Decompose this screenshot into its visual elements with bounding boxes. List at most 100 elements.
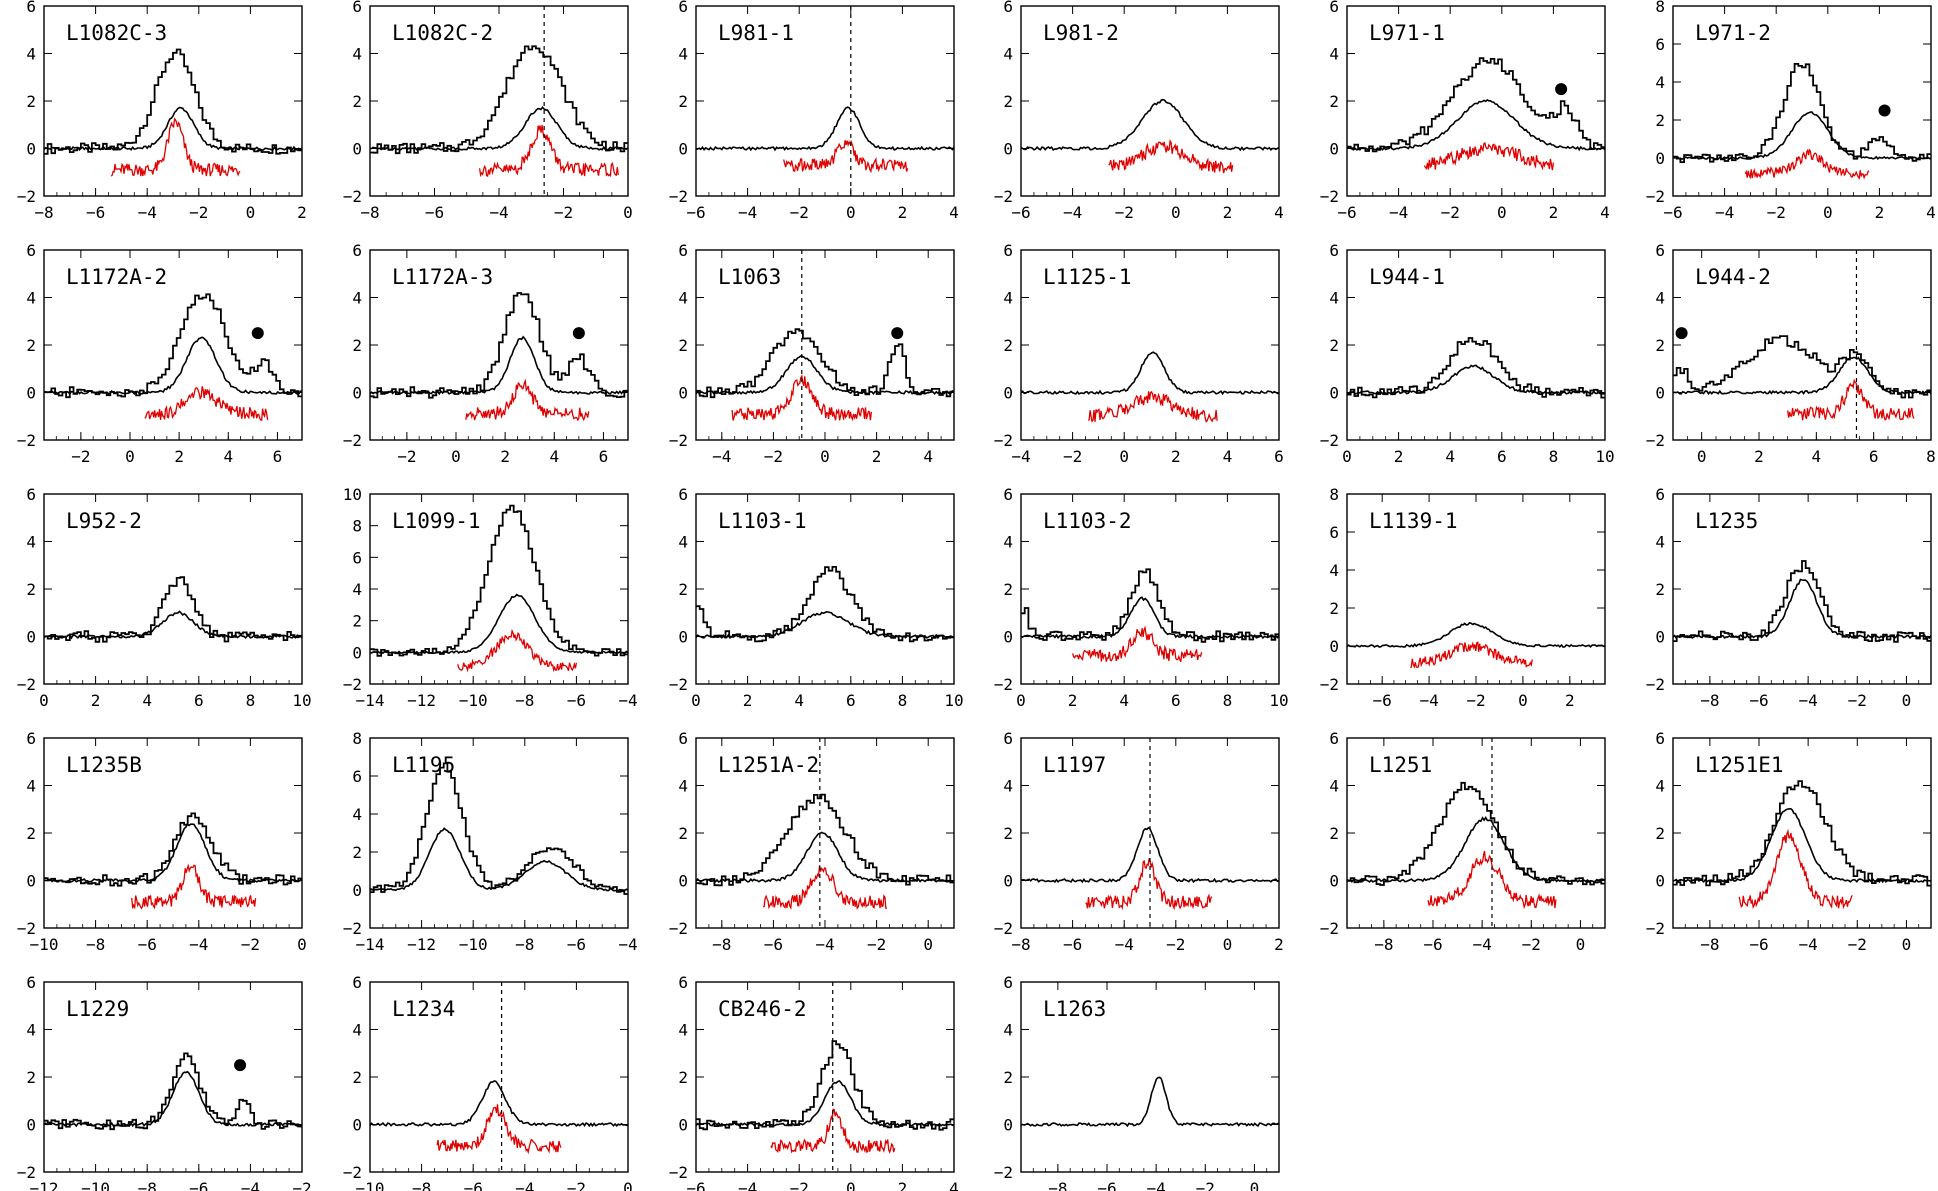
series-diff — [1787, 378, 1915, 421]
y-tick-label: 2 — [26, 824, 36, 843]
x-tick-label: −10 — [30, 935, 59, 954]
y-tick-label: 6 — [26, 485, 36, 504]
x-tick-label: 0 — [846, 203, 856, 222]
x-tick-label: −8 — [1700, 691, 1719, 710]
plot-area — [370, 504, 628, 673]
x-tick-label: −4 — [1063, 203, 1082, 222]
y-tick-label: 2 — [1329, 92, 1339, 111]
series-diff — [731, 374, 873, 422]
series-thin — [696, 610, 954, 640]
x-tick-label: 10 — [1595, 447, 1614, 466]
panel-11: 0 2 4 6 8 −2 0 2 4 6 L944-2 — [1646, 241, 1936, 466]
x-tick-label: −2 — [241, 935, 260, 954]
panel-27: −8 −6 −4 −2 0 −2 0 2 4 6 L1263 — [994, 973, 1280, 1191]
plot-area — [44, 812, 302, 910]
y-tick-label: 4 — [1329, 777, 1339, 796]
y-tick-label: 0 — [352, 384, 362, 403]
x-tick-label: −6 — [1423, 935, 1442, 954]
x-tick-label: −4 — [189, 935, 208, 954]
panel-title: L1082C-3 — [66, 21, 167, 45]
y-tick-label: 6 — [352, 973, 362, 992]
x-tick-label: 8 — [246, 691, 256, 710]
x-tick-label: 0 — [39, 691, 49, 710]
x-tick-label: 0 — [1171, 203, 1181, 222]
series-thin — [1347, 364, 1605, 396]
series-diff — [783, 139, 909, 174]
y-tick-label: 4 — [352, 45, 362, 64]
y-tick-label: 6 — [1003, 973, 1013, 992]
x-tick-label: −6 — [86, 203, 105, 222]
x-tick-label: −6 — [1749, 691, 1768, 710]
y-tick-label: 0 — [352, 881, 362, 900]
panel-23: −8 −6 −4 −2 0 −2 0 2 4 6 L1251E1 — [1646, 729, 1932, 954]
y-tick-label: 4 — [1655, 533, 1665, 552]
panel-title: L944-2 — [1695, 265, 1771, 289]
series-thin — [1673, 110, 1931, 161]
y-tick-label: −2 — [669, 919, 688, 938]
x-tick-label: 0 — [1576, 935, 1586, 954]
x-tick-label: 6 — [846, 691, 856, 710]
y-tick-label: 6 — [352, 767, 362, 786]
x-tick-label: 2 — [743, 691, 753, 710]
x-tick-label: −4 — [738, 203, 757, 222]
panel-19: −14 −12 −10 −8 −6 −4 −2 0 2 4 6 8 L1195 — [343, 729, 638, 954]
y-tick-label: 0 — [352, 1116, 362, 1135]
x-tick-label: −4 — [489, 203, 508, 222]
series-thin — [1347, 816, 1605, 883]
x-tick-label: −4 — [1389, 203, 1408, 222]
x-tick-label: 4 — [1812, 447, 1822, 466]
x-tick-label: 10 — [292, 691, 311, 710]
plot-area — [44, 576, 302, 643]
series-hist — [1347, 337, 1605, 399]
y-tick-label: 4 — [1329, 561, 1339, 580]
y-tick-label: 4 — [678, 289, 688, 308]
y-tick-label: 6 — [26, 973, 36, 992]
series-hist — [44, 576, 302, 643]
x-tick-label: −10 — [81, 1179, 110, 1191]
x-tick-label: −2 — [1166, 935, 1185, 954]
plot-area — [44, 293, 302, 422]
x-tick-label: 0 — [1902, 935, 1912, 954]
series-thin — [1673, 356, 1931, 396]
y-tick-label: 4 — [678, 45, 688, 64]
y-tick-label: −2 — [994, 187, 1013, 206]
series-diff — [131, 863, 257, 910]
y-tick-label: 2 — [1329, 824, 1339, 843]
x-tick-label: 6 — [1497, 447, 1507, 466]
panel-title: L1251E1 — [1695, 753, 1784, 777]
plot-area — [696, 566, 954, 643]
y-tick-label: 4 — [352, 805, 362, 824]
panel-title: L1251A-2 — [718, 753, 819, 777]
x-tick-label: −12 — [407, 691, 436, 710]
series-thin — [44, 106, 302, 152]
x-tick-label: −4 — [712, 447, 731, 466]
series-hist — [370, 762, 628, 895]
y-tick-label: 0 — [26, 140, 36, 159]
y-tick-label: −2 — [343, 919, 362, 938]
panel-0: −8 −6 −4 −2 0 2 −2 0 2 4 6 L1082C-3 — [17, 0, 307, 222]
x-tick-label: 4 — [949, 203, 959, 222]
y-tick-label: −2 — [343, 431, 362, 450]
y-tick-label: 6 — [26, 729, 36, 748]
x-tick-label: −6 — [189, 1179, 208, 1191]
x-tick-label: −2 — [764, 447, 783, 466]
series-thin — [1347, 621, 1605, 649]
x-tick-label: −8 — [86, 935, 105, 954]
x-tick-label: −6 — [1373, 691, 1392, 710]
x-tick-label: −2 — [1115, 203, 1134, 222]
x-tick-label: −6 — [567, 691, 586, 710]
x-tick-label: −4 — [515, 1179, 534, 1191]
x-tick-label: 4 — [549, 447, 559, 466]
y-tick-label: 6 — [352, 548, 362, 567]
x-tick-label: −2 — [790, 203, 809, 222]
y-tick-label: 0 — [1655, 384, 1665, 403]
x-tick-label: 6 — [1869, 447, 1879, 466]
panel-16: −6 −4 −2 0 2 −2 0 2 4 6 8 L1139-1 — [1320, 485, 1606, 710]
x-tick-label: 2 — [91, 691, 101, 710]
y-tick-label: 2 — [1655, 824, 1665, 843]
x-tick-label: −6 — [1337, 203, 1356, 222]
x-tick-label: 0 — [1697, 447, 1707, 466]
y-tick-label: 6 — [1329, 523, 1339, 542]
panel-6: −2 0 2 4 6 −2 0 2 4 6 L1172A-2 — [17, 241, 303, 466]
y-tick-label: 0 — [1329, 140, 1339, 159]
